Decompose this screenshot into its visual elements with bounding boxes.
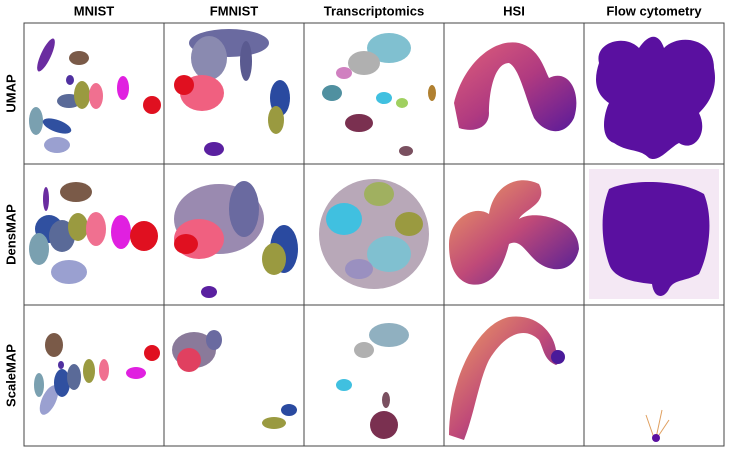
- column-title: Flow cytometry: [606, 3, 702, 18]
- cluster: [367, 236, 411, 272]
- cluster: [262, 417, 286, 429]
- embedding-core: [551, 350, 565, 364]
- cluster: [174, 75, 194, 95]
- cluster: [336, 379, 352, 391]
- column-title: MNIST: [74, 3, 115, 18]
- cluster: [37, 38, 55, 72]
- cluster: [326, 203, 362, 235]
- embedding-core: [652, 434, 660, 442]
- cluster: [345, 259, 373, 279]
- cluster: [354, 342, 374, 358]
- embedding-plot: [589, 169, 719, 299]
- cluster: [370, 411, 398, 439]
- cluster: [240, 41, 252, 81]
- cluster: [204, 142, 224, 156]
- embedding-plot: [596, 36, 716, 160]
- embedding-shape: [454, 42, 577, 132]
- cluster: [43, 187, 49, 211]
- cluster: [348, 51, 380, 75]
- embedding-plot: [454, 42, 577, 132]
- cluster: [382, 392, 390, 408]
- cluster: [174, 234, 198, 254]
- cluster: [395, 212, 423, 236]
- cluster: [29, 233, 49, 265]
- row-label: ScaleMAP: [3, 344, 18, 407]
- embedding-plot: [449, 316, 565, 440]
- cluster: [281, 404, 297, 416]
- embedding-plot: [174, 181, 298, 298]
- cluster: [201, 286, 217, 298]
- grid-frame: [23, 22, 725, 447]
- embedding-shape: [602, 182, 710, 296]
- cluster: [428, 85, 436, 101]
- embedding-plot: [449, 180, 579, 285]
- cluster: [74, 81, 90, 109]
- cluster: [177, 348, 201, 372]
- cluster: [89, 83, 103, 109]
- cluster: [60, 182, 92, 202]
- embedding-shape: [449, 180, 579, 285]
- cluster: [39, 385, 59, 415]
- cluster: [143, 96, 161, 114]
- cluster: [144, 345, 160, 361]
- column-title: FMNIST: [210, 3, 258, 18]
- cluster: [364, 182, 394, 206]
- cluster: [99, 359, 109, 381]
- cluster: [322, 85, 342, 101]
- embedding-plot: [29, 38, 161, 153]
- cluster: [396, 98, 408, 108]
- cluster: [34, 373, 44, 397]
- cluster: [54, 369, 70, 397]
- embedding-plot: [172, 330, 297, 429]
- cluster: [83, 359, 95, 383]
- cluster: [51, 260, 87, 284]
- embedding-shape: [449, 316, 563, 440]
- row-label: DensMAP: [3, 204, 18, 265]
- embedding-trace: [645, 409, 670, 439]
- cluster: [376, 92, 392, 104]
- cluster: [367, 33, 411, 63]
- cluster: [345, 114, 373, 132]
- embedding-plot: [336, 323, 409, 439]
- cluster: [86, 212, 106, 246]
- cluster: [369, 323, 409, 347]
- cluster: [58, 361, 64, 369]
- cluster: [45, 333, 63, 357]
- cluster: [399, 146, 413, 156]
- cluster: [268, 106, 284, 134]
- cluster: [44, 137, 70, 153]
- embedding-plot: [319, 179, 429, 289]
- cluster: [111, 215, 131, 249]
- embedding-plot: [34, 333, 160, 415]
- cluster: [67, 364, 81, 390]
- cluster: [66, 75, 74, 85]
- cluster: [69, 51, 89, 65]
- column-title: Transcriptomics: [324, 3, 424, 18]
- embedding-plot: [174, 29, 290, 156]
- cluster: [130, 221, 158, 251]
- cluster: [126, 367, 146, 379]
- cluster: [68, 213, 88, 241]
- cluster: [191, 36, 227, 80]
- cluster: [29, 107, 43, 135]
- embedding-plot: [29, 182, 158, 284]
- grid: [23, 22, 725, 447]
- embedding-plot: [322, 33, 436, 156]
- cluster: [42, 118, 72, 134]
- column-title: HSI: [503, 3, 525, 18]
- cluster: [117, 76, 129, 100]
- row-label: UMAP: [3, 74, 18, 113]
- embedding-shape: [596, 36, 716, 160]
- cluster: [229, 181, 259, 237]
- cluster: [206, 330, 222, 350]
- cluster: [262, 243, 286, 275]
- embedding-plot: [645, 409, 670, 442]
- cluster: [336, 67, 352, 79]
